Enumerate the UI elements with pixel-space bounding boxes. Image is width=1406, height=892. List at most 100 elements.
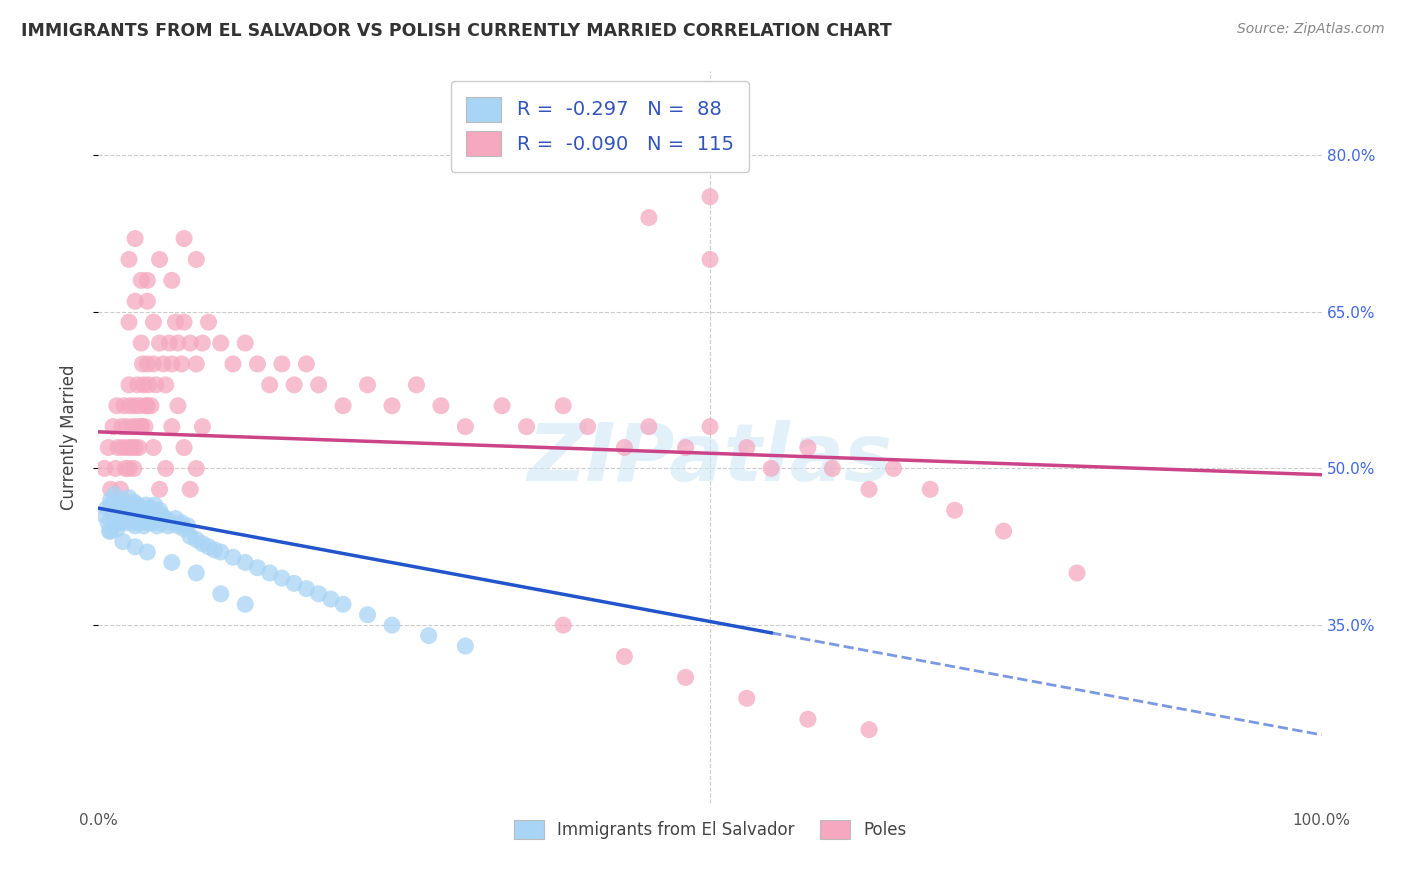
- Point: [124, 511, 146, 525]
- Point: [114, 516, 136, 530]
- Point: [152, 357, 174, 371]
- Text: IMMIGRANTS FROM EL SALVADOR VS POLISH CURRENTLY MARRIED CORRELATION CHART: IMMIGRANTS FROM EL SALVADOR VS POLISH CU…: [21, 22, 891, 40]
- Point: [515, 419, 537, 434]
- Point: [160, 516, 183, 530]
- Point: [101, 419, 124, 434]
- Point: [209, 587, 232, 601]
- Point: [381, 399, 404, 413]
- Point: [145, 377, 167, 392]
- Point: [613, 649, 636, 664]
- Point: [332, 399, 354, 413]
- Text: ZIPatlas: ZIPatlas: [527, 420, 893, 498]
- Point: [93, 508, 115, 523]
- Point: [233, 556, 256, 570]
- Point: [112, 399, 135, 413]
- Point: [821, 461, 844, 475]
- Point: [150, 508, 173, 523]
- Point: [430, 399, 453, 413]
- Point: [134, 419, 156, 434]
- Point: [173, 441, 195, 455]
- Point: [637, 419, 661, 434]
- Point: [270, 571, 294, 585]
- Point: [222, 357, 245, 371]
- Point: [120, 441, 142, 455]
- Point: [149, 503, 172, 517]
- Point: [108, 508, 131, 523]
- Point: [160, 556, 183, 570]
- Point: [553, 399, 575, 413]
- Point: [283, 576, 305, 591]
- Point: [761, 461, 783, 475]
- Point: [553, 618, 575, 632]
- Point: [107, 441, 129, 455]
- Point: [204, 543, 226, 558]
- Point: [179, 336, 201, 351]
- Point: [127, 498, 149, 512]
- Point: [381, 618, 404, 632]
- Point: [319, 592, 342, 607]
- Point: [160, 273, 183, 287]
- Point: [155, 461, 177, 475]
- Point: [143, 498, 166, 512]
- Point: [110, 483, 132, 497]
- Point: [124, 399, 146, 413]
- Point: [115, 501, 138, 516]
- Point: [149, 252, 172, 267]
- Point: [129, 336, 152, 351]
- Point: [576, 419, 599, 434]
- Point: [167, 336, 190, 351]
- Point: [173, 315, 195, 329]
- Point: [1066, 566, 1088, 580]
- Point: [173, 522, 195, 536]
- Point: [118, 252, 141, 267]
- Point: [197, 540, 219, 554]
- Point: [186, 533, 208, 547]
- Point: [186, 357, 208, 371]
- Point: [110, 516, 132, 530]
- Point: [993, 524, 1015, 538]
- Point: [148, 511, 170, 525]
- Point: [111, 419, 134, 434]
- Point: [797, 441, 820, 455]
- Point: [128, 508, 150, 523]
- Point: [179, 483, 201, 497]
- Point: [170, 516, 193, 530]
- Point: [111, 501, 134, 516]
- Point: [405, 377, 427, 392]
- Point: [100, 492, 122, 507]
- Point: [222, 550, 245, 565]
- Point: [118, 461, 141, 475]
- Point: [170, 357, 193, 371]
- Point: [191, 419, 214, 434]
- Point: [127, 377, 149, 392]
- Point: [259, 377, 281, 392]
- Point: [699, 190, 721, 204]
- Point: [114, 508, 136, 523]
- Point: [111, 441, 134, 455]
- Point: [129, 273, 152, 287]
- Point: [146, 519, 169, 533]
- Point: [308, 587, 330, 601]
- Point: [124, 294, 146, 309]
- Point: [197, 315, 219, 329]
- Point: [418, 629, 440, 643]
- Point: [136, 399, 159, 413]
- Point: [167, 399, 190, 413]
- Point: [134, 511, 156, 525]
- Point: [135, 399, 157, 413]
- Point: [129, 419, 152, 434]
- Point: [735, 691, 758, 706]
- Point: [209, 336, 232, 351]
- Point: [155, 377, 177, 392]
- Point: [613, 441, 636, 455]
- Point: [177, 519, 200, 533]
- Point: [797, 712, 820, 726]
- Point: [858, 483, 880, 497]
- Point: [114, 461, 136, 475]
- Point: [100, 498, 122, 512]
- Point: [491, 399, 513, 413]
- Point: [943, 503, 966, 517]
- Point: [356, 607, 378, 622]
- Point: [155, 511, 177, 525]
- Point: [136, 273, 159, 287]
